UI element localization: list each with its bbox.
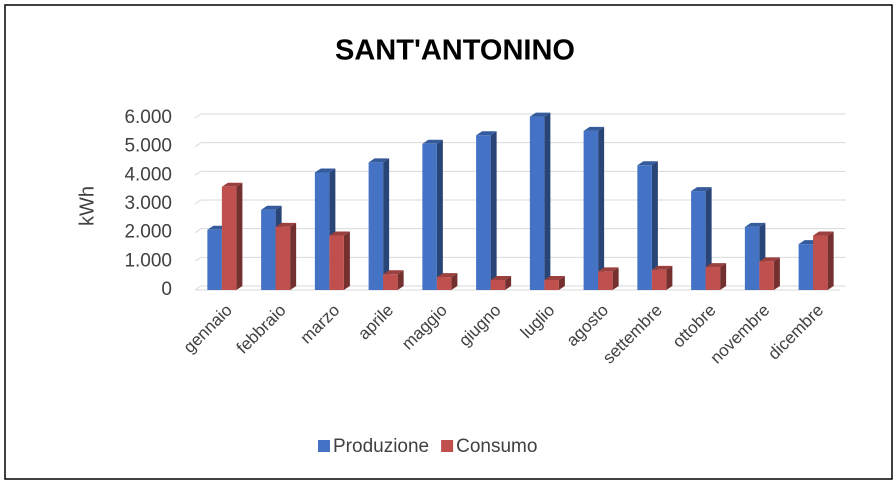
bar [691, 191, 706, 290]
bar-top [529, 112, 551, 117]
bar [221, 186, 237, 290]
bar-side [397, 270, 404, 290]
chart-title: SANT'ANTONINO [335, 35, 575, 67]
bar [813, 235, 828, 290]
bar-top [813, 231, 834, 236]
bar-top [221, 182, 243, 187]
y-tick-label: 4.000 [124, 164, 172, 185]
bar-top [368, 158, 390, 163]
legend-swatch [318, 440, 330, 452]
bar-top [691, 187, 712, 192]
legend-label: Produzione [333, 436, 429, 457]
grid-line [194, 228, 846, 234]
bar-top [583, 126, 605, 131]
bar-side [773, 257, 780, 290]
y-tick-label: 6.000 [124, 107, 172, 128]
bar-top [422, 139, 443, 144]
bar [744, 226, 760, 290]
bar [798, 244, 814, 290]
legend-label: Consumo [456, 436, 537, 457]
grid-line [194, 142, 846, 148]
bar-top [651, 265, 673, 270]
bar-top [759, 257, 780, 262]
bar-top [314, 168, 336, 173]
bar-side [598, 126, 605, 291]
bar-top [598, 267, 619, 272]
y-tick-label: 5.000 [124, 136, 172, 157]
bar-top [261, 205, 282, 210]
bar-top [436, 273, 458, 278]
bar [329, 235, 344, 290]
bar [314, 172, 330, 290]
bar-side [436, 139, 443, 290]
bar [529, 116, 545, 290]
bar [436, 277, 452, 290]
bar [261, 209, 276, 290]
y-tick-label: 3.000 [124, 193, 172, 214]
bar-top [329, 231, 350, 236]
y-axis-title: kWh [76, 186, 98, 226]
grid-line [194, 113, 846, 119]
bar-side [666, 265, 673, 290]
bar-side [451, 273, 458, 290]
bar [476, 135, 491, 290]
bar-top [705, 263, 727, 268]
y-tick-label: 1.000 [124, 250, 172, 271]
bar-side [290, 222, 297, 290]
bar-side [612, 267, 619, 290]
bar [583, 130, 599, 290]
bar-side [383, 158, 390, 290]
bar-top [744, 222, 766, 227]
grid-line [194, 285, 846, 291]
bar [275, 226, 291, 290]
bar [544, 279, 559, 290]
bar [651, 269, 667, 290]
grid-line [194, 199, 846, 205]
bar-top [544, 275, 565, 280]
bar [759, 261, 774, 290]
legend-swatch [441, 440, 454, 452]
bar-side [651, 161, 658, 290]
chart-border [4, 4, 893, 480]
bar-top [476, 131, 497, 136]
grid-line [194, 170, 846, 176]
grid-line [194, 256, 846, 262]
bar [368, 162, 384, 290]
bar-side [343, 231, 350, 290]
bar-side [558, 275, 565, 290]
bar-top [490, 275, 512, 280]
bar-side [720, 263, 727, 290]
legend: Produzione Consumo [318, 436, 537, 457]
bar-top [275, 222, 297, 227]
bar-top [383, 270, 404, 275]
bar-top [637, 161, 658, 166]
bar-side [490, 131, 497, 290]
bar [705, 267, 721, 290]
bar-side [544, 112, 551, 290]
bar [598, 271, 613, 290]
bar-side [827, 231, 834, 290]
bar [422, 143, 437, 290]
y-tick-label: 2.000 [124, 222, 172, 243]
bar [207, 229, 222, 290]
bar [490, 279, 506, 290]
bar [637, 165, 652, 290]
bar-side [505, 275, 512, 290]
bar-side [236, 182, 243, 290]
y-tick-label: 0 [161, 279, 172, 300]
bar [383, 274, 398, 290]
